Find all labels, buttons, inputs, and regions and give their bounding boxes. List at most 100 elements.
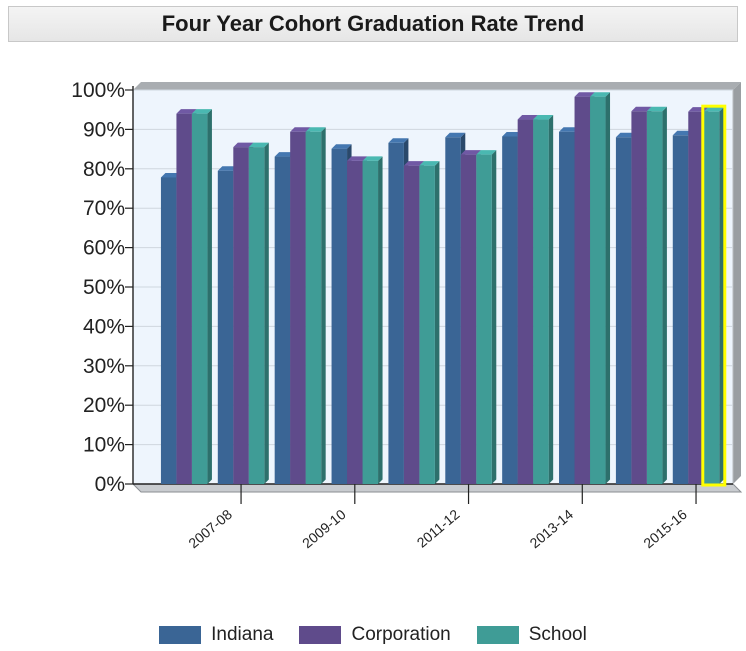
bar-top <box>672 130 693 136</box>
bar-top <box>590 92 611 97</box>
bar-indiana-2015-16 <box>672 135 689 484</box>
bar-top <box>517 115 538 120</box>
bar-top <box>559 127 580 132</box>
bar-top <box>445 132 466 138</box>
bar-indiana-2008-09 <box>274 156 291 484</box>
x-tick-label: 2015-16 <box>640 506 690 551</box>
y-tick-label: 50% <box>83 276 125 299</box>
bar-school-2013-14 <box>590 96 606 484</box>
bar-corporation-2008-09 <box>290 131 306 484</box>
legend-swatch <box>476 626 519 644</box>
bar-school-2014-15 <box>646 111 663 484</box>
bar-indiana-2012-13 <box>502 136 518 484</box>
bar-top <box>290 127 311 132</box>
chart-legend: Indiana Corporation School <box>0 622 746 648</box>
y-tick-label: 60% <box>83 237 125 260</box>
y-tick-label: 70% <box>83 197 125 220</box>
chart-title: Four Year Cohort Graduation Rate Trend <box>161 11 585 36</box>
bar-corporation-2007-08 <box>233 147 249 484</box>
bar-top <box>388 138 409 143</box>
y-tick-label: 10% <box>83 434 125 457</box>
bar-top <box>331 144 352 149</box>
bar-top <box>362 156 383 161</box>
legend-label: School <box>528 624 587 645</box>
bar-top <box>191 109 212 114</box>
bar-top <box>274 152 295 157</box>
bar-side <box>207 109 212 484</box>
y-tick-label: 0% <box>95 473 125 496</box>
bar-corporation-2011-12 <box>460 154 477 484</box>
plot-side-wall <box>733 82 741 484</box>
bar-indiana-2006-07 <box>160 177 177 484</box>
bar-corporation-2006-07 <box>176 113 192 484</box>
legend-swatch <box>159 626 202 644</box>
bar-side <box>378 156 383 485</box>
legend-label: Indiana <box>211 624 274 645</box>
y-tick-label: 90% <box>83 118 125 141</box>
bar-indiana-2014-15 <box>615 137 632 484</box>
bar-top <box>646 106 667 112</box>
y-tick-label: 100% <box>71 79 125 102</box>
bar-top <box>631 106 652 112</box>
bar-indiana-2013-14 <box>559 131 575 484</box>
bar-indiana-2010-11 <box>388 142 404 484</box>
bar-top <box>305 127 326 132</box>
bar-side <box>491 150 497 484</box>
bar-chart: 0% 10% 20% 30% 40% 50% 60% 70% 80% 90% 100% 2007-08… <box>71 79 743 551</box>
legend-swatch <box>299 626 342 644</box>
bar-top <box>615 132 636 138</box>
bar-indiana-2011-12 <box>445 137 461 484</box>
bar-side <box>434 161 440 484</box>
bar-top <box>347 156 368 161</box>
bar-school-2012-13 <box>533 119 549 485</box>
y-tick-label: 80% <box>83 158 125 181</box>
bar-side <box>605 92 611 484</box>
x-tick-label: 2013-14 <box>527 506 577 551</box>
bar-indiana-2007-08 <box>217 170 234 484</box>
bar-school-2009-10 <box>362 160 379 485</box>
bar-top <box>502 131 523 137</box>
legend-item-indiana: Indiana <box>159 624 273 646</box>
bar-top <box>403 161 424 166</box>
bar-top <box>574 92 595 97</box>
bar-top <box>248 142 269 148</box>
bar-school-2011-12 <box>476 154 492 484</box>
bar-side <box>719 107 724 485</box>
y-tick-label: 40% <box>83 315 125 338</box>
bar-school-2007-08 <box>248 147 265 484</box>
bar-top <box>419 161 440 166</box>
bar-side <box>548 115 554 485</box>
bar-corporation-2015-16 <box>688 111 704 485</box>
bar-top <box>160 172 181 178</box>
x-tick-label: 2011-12 <box>414 506 463 551</box>
bar-school-2010-11 <box>419 165 435 484</box>
bar-school-2008-09 <box>305 131 322 484</box>
bar-top <box>703 107 724 112</box>
chart-title-box: Four Year Cohort Graduation Rate Trend <box>8 6 738 42</box>
y-tick-label: 30% <box>83 355 125 378</box>
legend-item-school: School <box>476 624 587 646</box>
y-tick-label: 20% <box>83 394 125 417</box>
bar-top <box>460 150 481 155</box>
bar-top <box>476 150 497 155</box>
x-tick-label: 2007-08 <box>185 506 235 551</box>
x-tick-label: 2009-10 <box>299 506 349 551</box>
bar-corporation-2014-15 <box>631 111 647 484</box>
bar-side <box>662 106 667 484</box>
bar-top <box>176 109 197 114</box>
bar-side <box>264 142 269 484</box>
bar-school-2015-16 <box>703 111 720 485</box>
bar-indiana-2009-10 <box>331 148 348 484</box>
bar-school-2006-07 <box>191 113 208 484</box>
highlight-outline <box>701 104 727 487</box>
bar-side <box>321 127 326 484</box>
bar-top <box>233 142 254 148</box>
bar-corporation-2009-10 <box>347 160 363 485</box>
bar-corporation-2012-13 <box>517 119 534 485</box>
legend-item-corporation: Corporation <box>299 624 451 646</box>
bar-top <box>533 115 554 120</box>
plot-floor <box>131 483 743 493</box>
plot-top-edge <box>133 82 741 90</box>
bar-corporation-2013-14 <box>574 96 591 484</box>
bar-corporation-2010-11 <box>403 165 420 484</box>
